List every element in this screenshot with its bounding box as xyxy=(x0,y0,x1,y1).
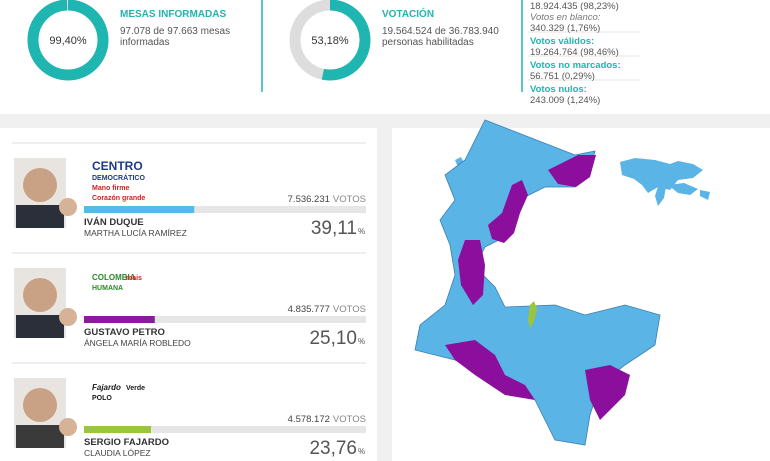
party-logo: Mano firme xyxy=(92,185,129,192)
votes: 4.835.777 VOTOS xyxy=(288,304,366,315)
running-mate: CLAUDIA LÓPEZ xyxy=(84,448,151,458)
candidate-name: SERGIO FAJARDO xyxy=(84,437,169,448)
bar xyxy=(84,426,152,433)
party-logo: COLOMBIA xyxy=(92,273,136,282)
party-logo: POLO xyxy=(92,395,112,402)
running-mate: MARTHA LUCÍA RAMÍREZ xyxy=(84,228,187,238)
votes-unit: VOTOS xyxy=(333,194,366,205)
stat-title: MESAS INFORMADAS xyxy=(120,9,226,20)
stat-text: informadas xyxy=(120,37,169,48)
party-logo: Fajardo xyxy=(92,383,121,392)
candidate-shirt xyxy=(16,205,64,228)
map xyxy=(414,119,710,446)
party-logo: mais xyxy=(126,275,142,282)
candidate-face xyxy=(23,388,57,422)
breakdown-value: 56.751 (0,29%) xyxy=(530,71,595,82)
donut-label: 53,18% xyxy=(311,35,349,47)
bar-track xyxy=(84,426,366,433)
party-logo: Corazón grande xyxy=(92,195,145,202)
party-logo: HUMANA xyxy=(92,285,123,292)
bar-track xyxy=(84,316,366,323)
bar xyxy=(84,206,195,213)
breakdown-value: 19.264.764 (98,46%) xyxy=(530,47,619,58)
mate-face xyxy=(59,308,77,326)
breakdown-label: Votos válidos: xyxy=(530,36,594,47)
bar-track xyxy=(84,206,366,213)
votes-count: 4.835.777 xyxy=(288,304,330,315)
breakdown-value: 340.329 (1,76%) xyxy=(530,23,600,34)
candidate-shirt xyxy=(16,425,64,448)
percent: 39,11 xyxy=(311,218,357,239)
summary-panel xyxy=(0,0,770,114)
stat-title: VOTACIÓN xyxy=(382,7,434,20)
percent: 25,10 xyxy=(309,328,357,349)
breakdown-label: Votos no marcados: xyxy=(530,60,621,71)
region-fajardo xyxy=(528,301,537,329)
votes-count: 7.536.231 xyxy=(288,194,330,205)
percent-unit: % xyxy=(358,337,365,346)
candidate-face xyxy=(23,278,57,312)
mate-face xyxy=(59,418,77,436)
donut-label: 99,40% xyxy=(49,35,87,47)
votes-unit: VOTOS xyxy=(333,304,366,315)
running-mate: ÁNGELA MARÍA ROBLEDO xyxy=(84,338,191,348)
donut-arc xyxy=(27,0,109,81)
breakdown-value: 18.924.435 (98,23%) xyxy=(530,1,619,12)
world-map xyxy=(455,157,710,206)
region-petro xyxy=(445,155,630,420)
stat-text: 19.564.524 de 36.783.940 xyxy=(382,26,499,37)
candidate-face xyxy=(23,168,57,202)
breakdown-value: 243.009 (1,24%) xyxy=(530,95,600,106)
percent-unit: % xyxy=(358,447,365,456)
breakdown-label: Votos nulos: xyxy=(530,84,587,95)
party-logo: DEMOCRÁTICO xyxy=(92,173,145,182)
votes-count: 4.578.172 xyxy=(288,414,330,425)
donut-arc xyxy=(289,0,371,81)
votes: 4.578.172 VOTOS xyxy=(288,414,366,425)
mate-face xyxy=(59,198,77,216)
candidate-shirt xyxy=(16,315,64,338)
candidate-name: IVÁN DUQUE xyxy=(84,217,144,228)
votes-unit: VOTOS xyxy=(333,414,366,425)
breakdown-label: Votos en blanco: xyxy=(530,12,601,23)
percent-unit: % xyxy=(358,227,365,236)
party-logo: CENTRO xyxy=(92,159,143,173)
bar xyxy=(84,316,155,323)
percent: 23,76 xyxy=(309,438,357,459)
party-logo: Verde xyxy=(126,385,145,392)
stat-text: personas habilitadas xyxy=(382,37,474,48)
stat-text: 97.078 de 97.663 mesas xyxy=(120,26,230,37)
votes: 7.536.231 VOTOS xyxy=(288,194,366,205)
candidate-name: GUSTAVO PETRO xyxy=(84,327,165,338)
